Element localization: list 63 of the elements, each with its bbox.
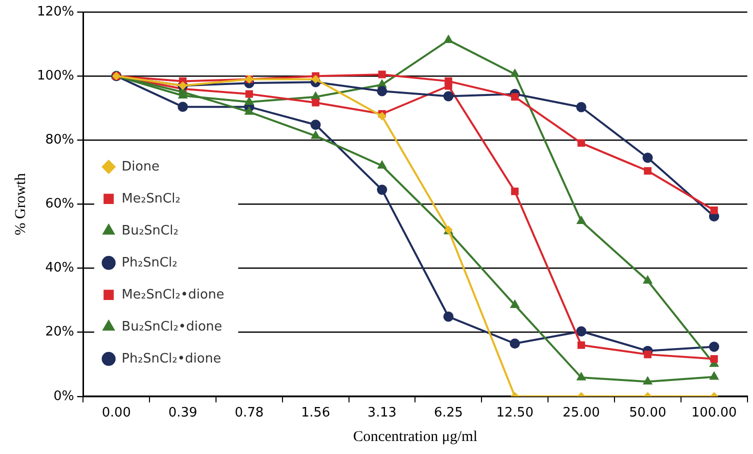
x-tick-label: 0.00 (102, 406, 131, 421)
point (710, 372, 719, 380)
point (710, 206, 718, 214)
point (710, 355, 718, 363)
point (643, 276, 652, 284)
x-tick-label: 1.56 (301, 406, 330, 421)
point (312, 75, 320, 84)
y-tick-label: 40% (45, 260, 74, 276)
point (511, 93, 519, 101)
point (510, 338, 520, 349)
point (444, 35, 453, 44)
point (443, 312, 454, 322)
point (376, 184, 388, 195)
point (510, 300, 520, 308)
x-tick-label: 12.50 (496, 406, 534, 421)
x-tick-label: 3.13 (368, 406, 397, 421)
point (444, 77, 452, 85)
legend-label: Dione (122, 159, 160, 174)
point (378, 160, 387, 169)
point (510, 69, 520, 77)
x-tick-label: 0.78 (234, 406, 264, 421)
point (311, 130, 320, 139)
y-tick-label: 0% (54, 388, 74, 404)
point (511, 188, 519, 196)
point (643, 376, 652, 385)
point (577, 341, 586, 349)
point (178, 102, 188, 112)
point (443, 91, 454, 102)
point (576, 102, 586, 112)
x-tick-label: 6.25 (434, 406, 463, 421)
point (644, 350, 652, 358)
point (576, 216, 586, 224)
point (577, 139, 586, 147)
point (310, 120, 321, 130)
x-tick-label: 100.00 (691, 406, 737, 421)
point (642, 152, 653, 163)
legend-label: Ph₂SnCl₂•dione (122, 351, 222, 366)
y-tick-label: 60% (45, 196, 74, 212)
point (244, 96, 254, 105)
point (576, 326, 586, 336)
x-tick-label: 0.39 (168, 406, 198, 421)
point (708, 342, 720, 352)
point (644, 167, 652, 175)
y-tick-label: 100% (36, 68, 74, 84)
legend-label: Bu₂SnCl₂•dione (122, 319, 222, 334)
y-tick-label: 80% (45, 132, 74, 148)
y-axis-title: % Growth (12, 172, 29, 236)
point (576, 372, 586, 380)
y-tick-label: 120% (36, 4, 74, 20)
point (376, 86, 388, 96)
x-tick-label: 50.00 (629, 406, 666, 421)
y-tick-label: 20% (45, 324, 74, 340)
legend-label: Bu₂SnCl₂ (122, 223, 178, 238)
point (245, 90, 253, 98)
x-tick-label: 25.00 (562, 406, 600, 421)
x-axis-title: Concentration μg/ml (353, 428, 478, 445)
legend-label: Me₂SnCl₂•dione (122, 287, 224, 302)
point (244, 106, 254, 115)
legend-label: Ph₂SnCl₂ (122, 255, 178, 270)
legend-label: Me₂SnCl₂ (122, 191, 180, 206)
point (378, 112, 386, 120)
point (312, 98, 320, 106)
point (378, 70, 386, 78)
